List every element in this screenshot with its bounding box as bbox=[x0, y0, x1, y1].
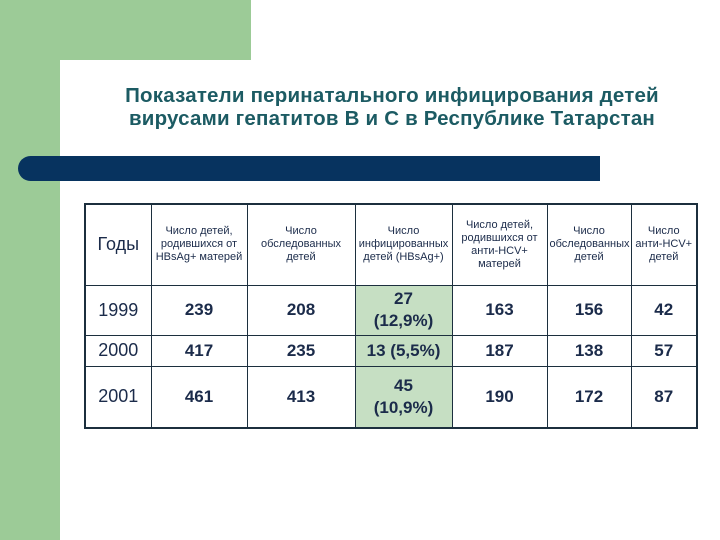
infection-table: Годы Число детей, родившихся от HBsAg+ м… bbox=[84, 203, 698, 429]
cell-hbsag-mothers: 239 bbox=[150, 284, 248, 336]
header-examined-b: Число обследованных детей bbox=[246, 203, 356, 286]
cell-year: 2001 bbox=[84, 365, 152, 429]
table-header-row: Годы Число детей, родившихся от HBsAg+ м… bbox=[84, 203, 698, 286]
cell-hbsag-mothers: 461 bbox=[150, 365, 248, 429]
cell-anti-hcv: 57 bbox=[630, 334, 698, 367]
slide-title-line-1: Показатели перинатального инфицирования … bbox=[125, 84, 659, 107]
cell-year: 2000 bbox=[84, 334, 152, 367]
cell-infected: 45 (10,9%) bbox=[354, 365, 453, 429]
table-row: 2000 417 235 13 (5,5%) 187 138 57 bbox=[84, 334, 698, 367]
table-row: 2001 461 413 45 (10,9%) 190 172 87 bbox=[84, 365, 698, 429]
cell-examined-b: 413 bbox=[246, 365, 356, 429]
cell-hcv-mothers: 163 bbox=[451, 284, 548, 336]
cell-examined-b: 208 bbox=[246, 284, 356, 336]
cell-hcv-mothers: 187 bbox=[451, 334, 548, 367]
cell-anti-hcv: 42 bbox=[630, 284, 698, 336]
cell-hcv-mothers: 190 bbox=[451, 365, 548, 429]
cell-anti-hcv: 87 bbox=[630, 365, 698, 429]
cell-year: 1999 bbox=[84, 284, 152, 336]
header-years: Годы bbox=[84, 203, 152, 286]
header-infected-hbsag: Число инфицированных детей (HBsAg+) bbox=[354, 203, 453, 286]
cell-infected: 13 (5,5%) bbox=[354, 334, 453, 367]
infected-percent: (12,9%) bbox=[373, 311, 434, 330]
header-examined-c: Число обследованных детей bbox=[546, 203, 632, 286]
cell-examined-c: 156 bbox=[546, 284, 632, 336]
table-row: 1999 239 208 27 (12,9%) 163 156 42 bbox=[84, 284, 698, 336]
infected-percent: (10,9%) bbox=[373, 397, 434, 417]
slide-title: Показатели перинатального инфицирования … bbox=[72, 84, 712, 130]
decor-navy-bar bbox=[18, 156, 600, 181]
cell-examined-b: 235 bbox=[246, 334, 356, 367]
cell-examined-c: 172 bbox=[546, 365, 632, 429]
header-hbsag-mothers: Число детей, родившихся от HBsAg+ матере… bbox=[150, 203, 248, 286]
header-anti-hcv-children: Число анти-HCV+ детей bbox=[630, 203, 698, 286]
infected-count: 45 bbox=[394, 375, 413, 395]
cell-infected: 27 (12,9%) bbox=[354, 284, 453, 336]
infected-count: 27 bbox=[394, 289, 413, 308]
cell-examined-c: 138 bbox=[546, 334, 632, 367]
header-hcv-mothers: Число детей, родившихся от анти-HCV+ мат… bbox=[451, 203, 548, 286]
slide-title-line-2: вирусами гепатитов В и С в Республике Та… bbox=[128, 107, 656, 130]
infected-count: 13 bbox=[366, 340, 386, 360]
cell-hbsag-mothers: 417 bbox=[150, 334, 248, 367]
infected-percent: (5,5%) bbox=[390, 340, 441, 360]
decor-green-left-band bbox=[0, 0, 60, 540]
